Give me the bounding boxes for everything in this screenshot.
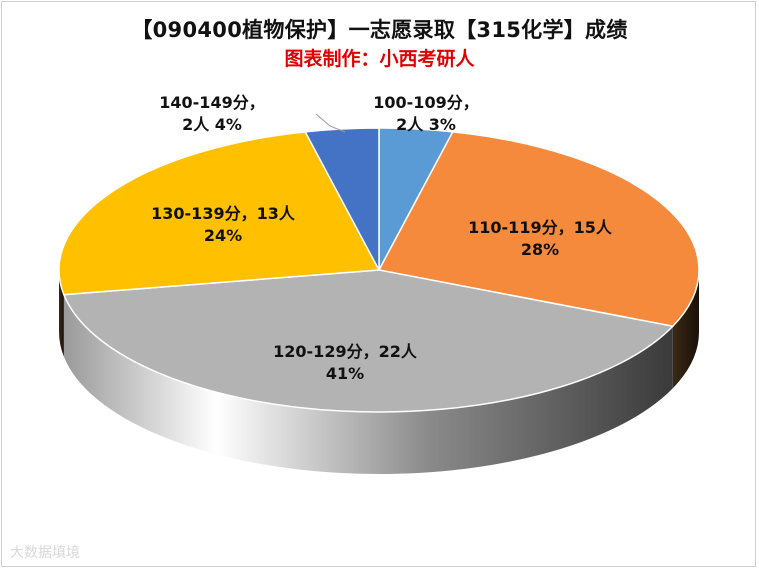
slice-label-3: 130-139分，13人 24% bbox=[151, 204, 296, 245]
slice-side-2 bbox=[63, 294, 673, 475]
watermark-text: 大数据填境 bbox=[10, 545, 80, 561]
slice-label-4: 140-149分， 2人 4% bbox=[159, 93, 264, 134]
slice-label-2: 120-129分，22人 41% bbox=[273, 342, 418, 383]
pie-slice-2 bbox=[62, 269, 675, 413]
pie-slice-4 bbox=[304, 127, 380, 271]
pie-slice-3 bbox=[58, 131, 381, 296]
chart-subtitle: 图表制作：小西考研人 bbox=[284, 48, 475, 70]
pie-slice-1 bbox=[377, 131, 700, 328]
chart-title: 【090400植物保护】一志愿录取【315化学】成绩 bbox=[131, 18, 628, 42]
slice-label-1: 110-119分，15人 28% bbox=[468, 218, 613, 259]
leader-line bbox=[315, 113, 346, 133]
slice-label-0: 100-109分， 2人 3% bbox=[373, 93, 478, 134]
